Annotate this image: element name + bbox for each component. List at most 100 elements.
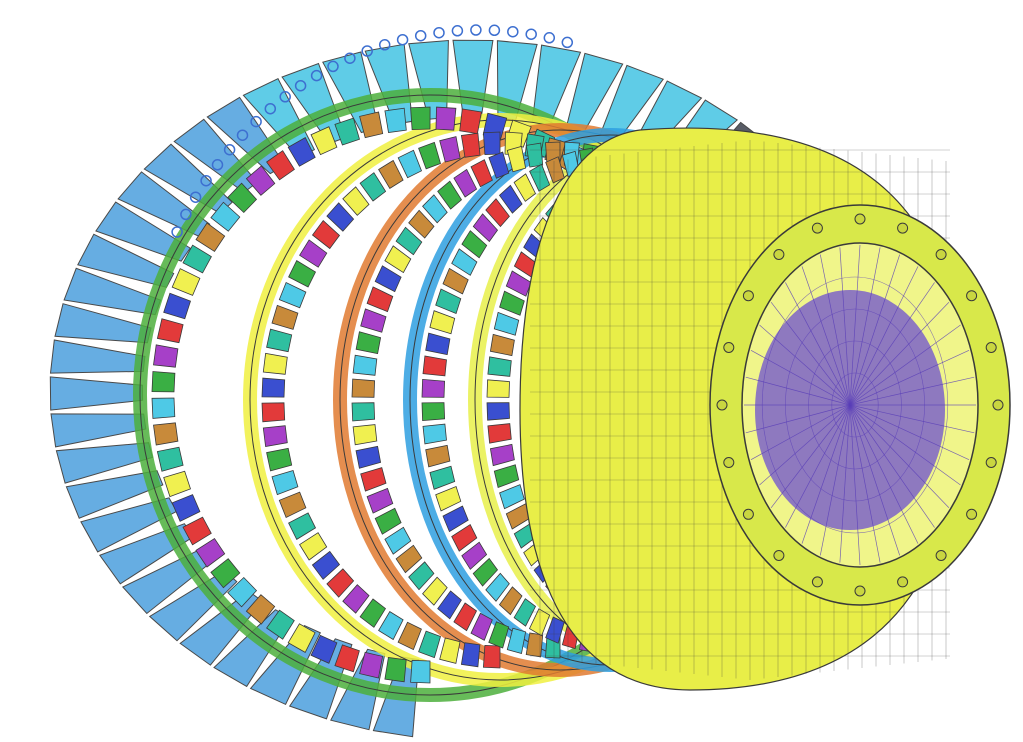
stage-blade (493, 464, 520, 489)
stage-blade (287, 137, 316, 167)
node-marker (451, 25, 464, 37)
stage-blade (153, 422, 179, 446)
bolt-hole (897, 222, 909, 234)
stage-blade (506, 627, 527, 655)
bore-mesh-line (849, 282, 935, 406)
stage-blade (195, 537, 226, 568)
node-marker (189, 191, 202, 203)
bore-mesh-ring (808, 340, 902, 470)
bore-mesh-line (849, 349, 970, 406)
stage-blade (529, 163, 551, 192)
stage-blade (488, 151, 510, 179)
bore-mesh-line (759, 404, 851, 486)
bore-mesh-line (849, 404, 961, 486)
bore-mesh-line (819, 404, 851, 556)
stage-blade (287, 623, 316, 653)
stage-blade (182, 244, 212, 274)
stage-blade (266, 609, 295, 640)
stage-blade (437, 590, 462, 620)
stage-blade (453, 168, 478, 198)
stage-blade (310, 634, 338, 664)
stage-blade (311, 220, 341, 250)
stage-blade (410, 106, 431, 131)
bore-mesh-line (849, 404, 901, 556)
stage-blade (421, 378, 446, 398)
stage-blade (374, 265, 402, 293)
stage-blade (271, 470, 299, 496)
node-marker (327, 60, 339, 73)
outer-blade (95, 201, 191, 262)
stage-blade (421, 402, 446, 422)
node-marker (264, 102, 277, 115)
stage-blade (271, 304, 299, 330)
stage-blade (378, 611, 404, 641)
stage-blade (439, 136, 461, 163)
bore-mesh-line (745, 404, 851, 434)
node-marker (344, 52, 356, 64)
stage-blade (439, 637, 461, 664)
stage-blade (334, 644, 360, 673)
stage-blade (261, 402, 286, 423)
stage-blade (384, 245, 412, 274)
bore-mesh-line (849, 247, 881, 406)
stage-blade (506, 145, 527, 173)
stage-blade (261, 377, 286, 398)
stage-blade (366, 286, 394, 313)
stage-blade (151, 397, 176, 419)
stage-blade (422, 576, 448, 606)
stage-blade (498, 184, 523, 214)
stage-blade (442, 505, 469, 533)
stage-blade (195, 222, 226, 252)
stage-blade (266, 150, 295, 181)
bolt-hole (966, 290, 978, 302)
outer-blade (49, 376, 144, 411)
node-marker (361, 45, 373, 57)
stage-blade (359, 651, 384, 679)
node-marker (488, 24, 501, 37)
stage-blade (153, 344, 179, 368)
stage-blade (408, 561, 435, 591)
bolt-hole (992, 399, 1004, 411)
node-marker (294, 79, 307, 92)
stage-blade (299, 532, 328, 561)
bore-mesh-line (839, 404, 851, 563)
stage-blade (352, 354, 378, 376)
stage-blade (425, 332, 451, 356)
stage-blade (429, 310, 456, 335)
stage-blade (470, 159, 493, 188)
bore-mesh-line (801, 404, 851, 544)
node-marker (236, 129, 249, 141)
bolt-hole (966, 508, 978, 520)
stage-blade (499, 484, 525, 510)
bolt-hole (773, 550, 785, 561)
stage-blade (513, 598, 537, 627)
stage-blade (163, 470, 191, 498)
stage-blade (429, 465, 456, 490)
stage-blade (171, 268, 201, 296)
stage-blade (342, 186, 370, 216)
stage-blade (486, 379, 510, 398)
bolt-hole (723, 342, 735, 353)
stage-blade (227, 182, 258, 214)
stage-blade (442, 267, 469, 295)
stage-blade (422, 194, 448, 224)
node-marker (250, 115, 262, 128)
node-marker (171, 226, 183, 238)
stage-blade (278, 281, 307, 309)
stage-blade (499, 290, 525, 316)
stage-blade (525, 632, 544, 658)
stage-blade (245, 594, 276, 625)
stage-blade (326, 568, 355, 598)
stage-blade (374, 507, 402, 535)
bore-mesh-line (849, 404, 919, 544)
bore-mesh-ring (831, 372, 879, 438)
bore-mesh-line (849, 376, 975, 406)
node-marker (378, 39, 391, 51)
bore-mesh-line (745, 376, 851, 406)
stage-blade (410, 659, 431, 684)
stage-blade (470, 612, 493, 641)
outer-blade (49, 339, 146, 374)
node-marker (180, 208, 192, 221)
node-marker (396, 33, 409, 46)
